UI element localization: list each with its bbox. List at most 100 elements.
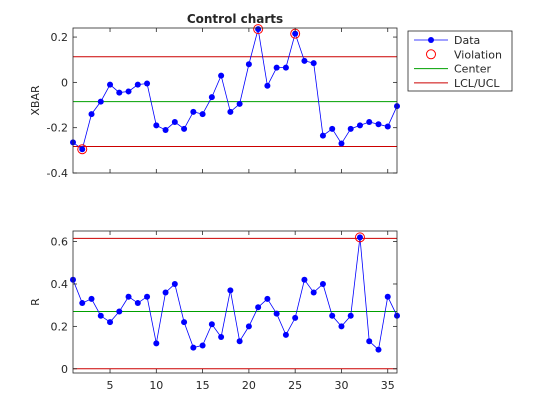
data-point	[153, 122, 160, 129]
data-point	[116, 308, 123, 315]
data-point	[273, 64, 280, 71]
data-point	[282, 64, 289, 71]
data-point	[282, 331, 289, 338]
data-point	[79, 300, 86, 307]
x-tick-label: 35	[381, 379, 395, 392]
data-point	[181, 319, 188, 326]
x-tick-label: 10	[149, 379, 163, 392]
data-point	[273, 310, 280, 317]
data-point	[338, 323, 345, 330]
data-point	[264, 82, 271, 89]
data-point	[236, 338, 243, 345]
data-point	[292, 314, 299, 321]
data-point	[125, 293, 132, 300]
data-point	[236, 100, 243, 107]
data-point	[347, 312, 354, 319]
data-point	[310, 60, 317, 67]
y-tick-label: 0.2	[51, 320, 69, 333]
legend-label: LCL/UCL	[454, 77, 500, 90]
legend-marker-violation	[426, 49, 436, 60]
data-point	[227, 287, 234, 294]
data-point	[190, 344, 197, 351]
legend-label: Center	[454, 63, 492, 76]
data-point	[245, 61, 252, 68]
data-point	[338, 140, 345, 147]
data-point	[255, 26, 262, 33]
data-point	[208, 321, 215, 328]
data-point	[375, 121, 382, 128]
data-point	[144, 80, 151, 87]
data-point	[227, 108, 234, 115]
legend-label: Data	[454, 34, 480, 47]
y-tick-label: 0	[61, 76, 68, 89]
data-point	[264, 295, 271, 302]
data-point	[255, 304, 262, 311]
data-point	[375, 346, 382, 353]
data-point	[107, 81, 114, 88]
axes-box	[72, 27, 398, 174]
data-point	[144, 293, 151, 300]
violation-marker	[253, 24, 264, 35]
x-tick-label: 20	[242, 379, 256, 392]
data-point	[366, 338, 373, 345]
data-point	[208, 94, 215, 101]
data-point	[245, 323, 252, 330]
data-point	[181, 125, 188, 132]
plot-area	[73, 28, 397, 173]
data-point	[171, 280, 178, 287]
data-point	[88, 111, 95, 118]
data-point	[292, 30, 299, 37]
data-point	[329, 125, 336, 132]
data-point	[88, 295, 95, 302]
data-point	[366, 119, 373, 126]
data-point	[107, 319, 114, 326]
data-point	[171, 119, 178, 126]
y-tick-label: 0.2	[51, 31, 69, 44]
legend-label: Violation	[454, 48, 502, 61]
data-point	[79, 146, 86, 153]
y-axis-label: XBAR	[29, 85, 42, 116]
violation-marker	[77, 144, 88, 155]
data-point	[310, 289, 317, 296]
violation-marker	[354, 232, 365, 243]
data-point	[356, 122, 363, 129]
data-point	[356, 234, 363, 241]
data-point	[153, 340, 160, 347]
data-point	[116, 89, 123, 96]
y-tick-label: 0	[61, 363, 68, 376]
x-tick-label: 25	[288, 379, 302, 392]
x-tick-label: 5	[107, 379, 114, 392]
data-point	[134, 300, 141, 307]
data-point	[162, 126, 169, 133]
y-tick-label: 0.6	[51, 236, 69, 249]
data-point	[329, 312, 336, 319]
y-axis-label: R	[29, 298, 42, 306]
data-point	[125, 88, 132, 95]
data-point	[199, 111, 206, 118]
data-point	[319, 132, 326, 139]
data-point	[301, 276, 308, 283]
plot-area	[73, 231, 397, 373]
axes-box	[72, 230, 398, 374]
data-point	[218, 72, 225, 79]
y-tick-label: -0.2	[47, 122, 68, 135]
data-point	[97, 98, 104, 105]
data-point	[134, 81, 141, 88]
legend-marker-data	[428, 37, 434, 43]
x-tick-label: 30	[334, 379, 348, 392]
x-tick-label: 15	[196, 379, 210, 392]
y-tick-label: -0.4	[47, 167, 68, 180]
data-point	[190, 108, 197, 115]
data-point	[347, 125, 354, 132]
chart-range: 0 0.2 0.4 0.6 5 10 15 20 25 30 35 R	[29, 230, 400, 392]
chart-xbar: -0.4 -0.2 0 0.2 XBAR Control charts	[29, 12, 400, 180]
data-point	[319, 280, 326, 287]
data-point	[199, 342, 206, 349]
data-point	[162, 289, 169, 296]
y-tick-label: 0.4	[51, 278, 69, 291]
data-point	[218, 333, 225, 340]
data-point	[384, 293, 391, 300]
chart-title: Control charts	[187, 12, 283, 26]
